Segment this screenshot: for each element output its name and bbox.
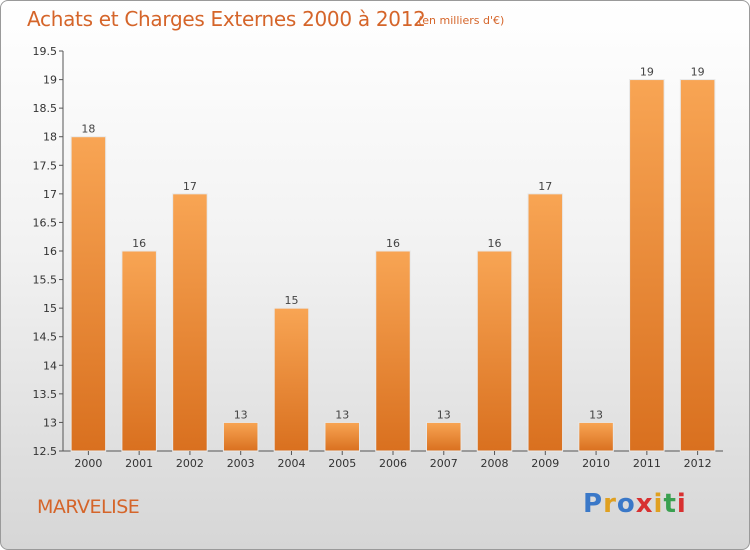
bar-value-label: 13 [234,408,248,421]
bar [527,193,564,452]
y-tick-label: 17.5 [33,159,58,172]
y-tick-label: 16.5 [33,216,58,229]
logo-letter: P [583,489,604,519]
y-tick-label: 19 [43,74,57,87]
logo-letter: x [635,489,654,519]
y-tick-label: 18.5 [33,102,58,115]
bar-value-label: 17 [538,180,552,193]
x-tick-label: 2011 [633,457,661,470]
bar-value-label: 13 [437,408,451,421]
y-tick-label: 17 [43,188,57,201]
bar [578,421,614,452]
y-tick-label: 16 [43,245,57,258]
y-tick-label: 19.5 [33,45,58,58]
y-tick-label: 15 [43,302,57,315]
bar-value-label: 15 [284,294,298,307]
x-tick-label: 2002 [176,457,204,470]
y-tick-label: 12.5 [33,445,58,458]
bar-value-label: 13 [335,408,349,421]
y-tick-label: 14 [43,359,57,372]
bar-value-label: 18 [81,123,95,136]
bar [70,136,107,452]
logo-letter: i [653,489,664,519]
x-tick-label: 2003 [227,457,255,470]
bar [324,421,360,452]
place-name: MARVELISE [37,496,140,518]
y-tick-label: 18 [43,131,57,144]
bar [375,250,411,452]
bar [476,250,513,452]
logo-letter: i [676,489,687,519]
y-tick-label: 15.5 [33,274,58,287]
x-tick-label: 2006 [379,457,407,470]
x-tick-label: 2010 [582,457,610,470]
bar [121,250,157,452]
chart-title: Achats et Charges Externes 2000 à 2012 [27,7,426,31]
x-tick-label: 2007 [430,457,458,470]
bar-value-label: 19 [640,66,654,79]
logo-letter: r [603,489,617,519]
x-tick-label: 2008 [481,457,509,470]
bar [426,421,462,452]
x-tick-label: 2012 [684,457,712,470]
bar-value-label: 16 [488,237,502,250]
bar [679,79,716,452]
x-tick-label: 2001 [125,457,153,470]
x-tick-label: 2000 [74,457,102,470]
bar-value-label: 17 [183,180,197,193]
proxiti-logo[interactable]: Proxiti [583,489,687,519]
bar [629,79,665,452]
bar [172,193,208,452]
bar [222,421,259,452]
bar-value-label: 13 [589,408,603,421]
y-tick-label: 13 [43,416,57,429]
logo-letter: o [616,489,636,519]
chart-unit: (en milliers d'€) [418,14,505,27]
bar-value-label: 16 [386,237,400,250]
y-tick-label: 13.5 [33,388,58,401]
y-tick-label: 14.5 [33,331,58,344]
bar [273,307,310,452]
logo-letter: t [663,489,677,519]
bar-value-label: 16 [132,237,146,250]
bar-value-label: 19 [691,66,705,79]
x-tick-label: 2005 [328,457,356,470]
x-tick-label: 2009 [531,457,559,470]
x-tick-label: 2004 [277,457,305,470]
